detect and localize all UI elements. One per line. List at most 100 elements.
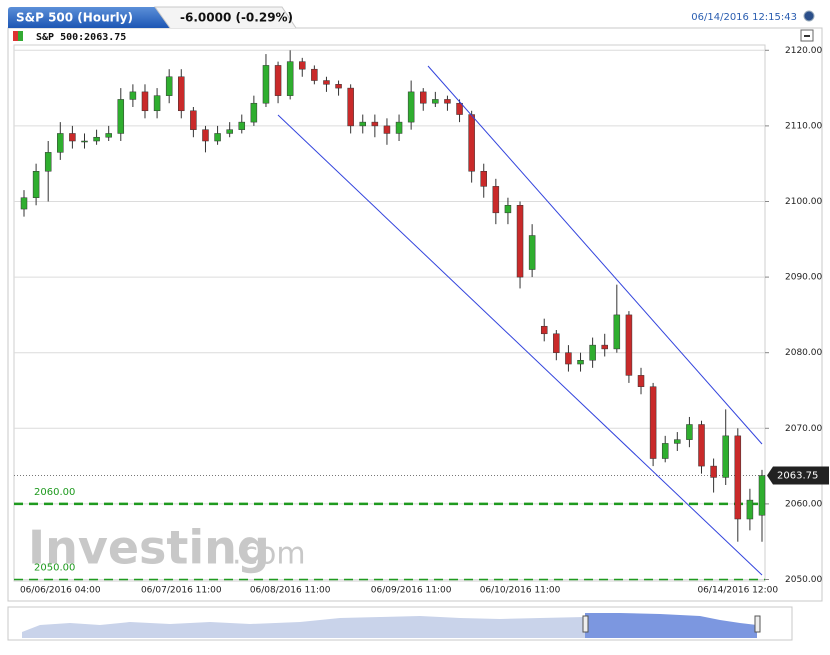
candle-body <box>734 435 742 520</box>
x-tick-label: 06/07/2016 11:00 <box>141 586 222 596</box>
x-tick-label: 06/10/2016 11:00 <box>480 586 561 596</box>
candle-body <box>214 133 221 142</box>
candle-body <box>613 314 621 350</box>
candle-body <box>286 61 294 96</box>
candle-body <box>359 121 367 127</box>
y-tick-label: 2120.00 <box>785 46 822 56</box>
candle-body <box>371 121 379 127</box>
candle-body <box>480 171 487 187</box>
level-label: 2050.00 <box>34 562 75 573</box>
legend-icon-down <box>13 31 18 41</box>
candle-body <box>540 325 548 335</box>
candle-body <box>190 110 197 130</box>
candle-body <box>492 186 500 214</box>
title-tab <box>8 7 170 28</box>
candle-body <box>311 68 318 81</box>
candle-body <box>129 91 137 100</box>
candle-body <box>468 114 475 172</box>
y-tick-label: 2100.00 <box>785 197 822 207</box>
channel-upper <box>427 65 763 445</box>
legend-entry: S&P 500:2063.75 <box>36 32 126 43</box>
settings-button[interactable] <box>803 10 815 22</box>
x-tick-label: 06/08/2016 11:00 <box>250 586 331 596</box>
candle-body <box>758 475 766 516</box>
candle-body <box>299 61 306 70</box>
candle-body <box>419 91 427 104</box>
change-tab <box>154 6 297 29</box>
candle-body <box>504 205 512 214</box>
title: S&P 500 (Hourly) <box>16 11 133 25</box>
candle-body <box>250 102 258 123</box>
candle-body <box>637 375 645 387</box>
candle-body <box>565 352 572 365</box>
y-tick-label: 2110.00 <box>785 121 822 131</box>
candle-body <box>456 102 463 115</box>
candle-body <box>649 386 657 459</box>
candle-body <box>335 84 342 89</box>
x-tick-label: 06/06/2016 04:00 <box>20 586 101 596</box>
candle-body <box>153 95 161 112</box>
candle-body <box>32 171 40 198</box>
candle-body <box>226 129 233 134</box>
candle-body <box>722 435 729 478</box>
candle-body <box>516 205 524 278</box>
candle-body <box>323 80 330 85</box>
candle-body <box>383 125 391 134</box>
y-tick-label: 2050.00 <box>785 575 822 585</box>
candle-body <box>407 91 415 123</box>
y-tick-label: 2070.00 <box>785 424 822 434</box>
candle-body <box>93 136 100 142</box>
candle-body <box>686 424 693 440</box>
plot-area <box>13 44 766 582</box>
candle-body <box>238 121 246 130</box>
navigator-area <box>22 616 585 638</box>
candle-body <box>589 344 596 361</box>
candle-body <box>698 424 705 467</box>
change: -6.0000 (-0.29%) <box>180 11 293 25</box>
candle-body <box>105 133 112 138</box>
candle-body <box>710 465 717 478</box>
plot: Investing.com 2060.00 2050.00 <box>14 49 769 581</box>
y-tick-label: 2060.00 <box>785 499 822 509</box>
x-tick-label: 06/14/2016 12:00 <box>697 586 778 596</box>
candle-body <box>432 99 439 104</box>
candle-body <box>178 76 185 112</box>
candle-body <box>347 87 354 127</box>
candle-body <box>44 152 52 172</box>
candle-body <box>674 439 681 444</box>
x-tick-label: 06/09/2016 11:00 <box>371 586 452 596</box>
candle-body <box>165 76 173 96</box>
candle-body <box>202 129 209 142</box>
candle-body <box>117 99 125 134</box>
candle-body <box>395 121 403 134</box>
channel-lower <box>277 114 763 576</box>
candle-body <box>661 443 669 459</box>
navigator-handle-right[interactable] <box>754 615 761 633</box>
candle-body <box>528 235 536 270</box>
candle-body <box>57 133 64 153</box>
candle-body <box>625 314 633 376</box>
last-price-box <box>767 466 829 485</box>
candle-body <box>577 359 584 365</box>
timestamp: 06/14/2016 12:15:43 <box>691 12 797 23</box>
watermark: Investing <box>28 521 270 575</box>
candle-body <box>444 99 451 104</box>
candle-body <box>81 140 88 143</box>
candle-body <box>601 344 608 350</box>
legend-icon-up <box>18 31 23 41</box>
navigator-handle-left[interactable] <box>582 615 589 633</box>
candle-body <box>141 91 149 112</box>
frame <box>7 27 823 602</box>
level-label: 2060.00 <box>34 487 75 498</box>
candle-body <box>746 499 754 520</box>
candle-body <box>69 133 76 142</box>
navigator-selected <box>585 613 757 638</box>
candle-body <box>20 197 28 210</box>
candle-body <box>553 333 560 353</box>
y-tick-label: 2090.00 <box>785 273 822 283</box>
candle-body <box>262 65 270 104</box>
candle-body <box>274 65 282 96</box>
y-tick-label: 2080.00 <box>785 348 822 358</box>
